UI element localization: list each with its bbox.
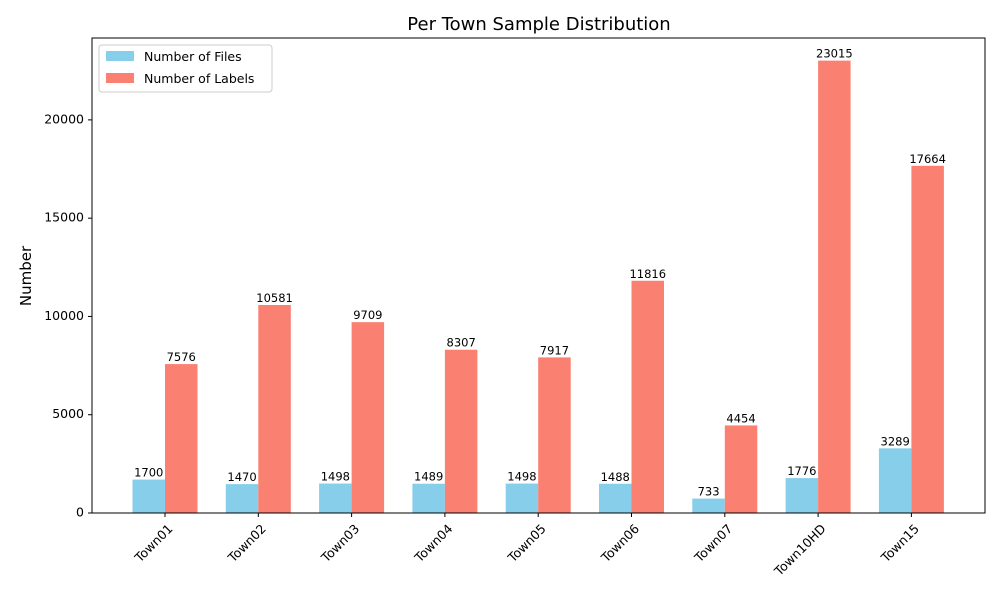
bar-files-town10hd [785, 478, 819, 513]
bar-labels-town04 [444, 349, 478, 513]
data-label-labels-town15: 17664 [909, 152, 946, 166]
legend-box [98, 44, 273, 93]
bar-files-town06 [599, 483, 632, 513]
data-label-labels-town03: 9709 [353, 308, 382, 322]
bar-labels-town02 [258, 305, 291, 513]
bar-files-town15 [878, 448, 912, 513]
y-tick-label-15000: 15000 [44, 210, 84, 225]
data-label-labels-town02: 10581 [256, 291, 293, 305]
data-label-labels-town05: 7917 [540, 343, 569, 357]
bar-labels-town06 [631, 280, 664, 513]
data-labels-group: 1700 7576 1470 10581 1498 9709 1489 8307 1498 791… [134, 47, 946, 499]
data-label-labels-town07: 4454 [726, 411, 755, 425]
x-tick-label-town02: Town02 [224, 521, 269, 566]
data-label-labels-town06: 11816 [629, 267, 666, 281]
bar-files-town01 [132, 479, 165, 513]
x-tick-label-town01: Town01 [131, 521, 176, 566]
data-label-labels-town04: 8307 [447, 336, 476, 350]
bar-labels-town03 [351, 322, 385, 513]
legend-swatch-labels [106, 73, 134, 83]
x-tick-label-town04: Town04 [411, 521, 456, 566]
plot-frame [91, 37, 986, 514]
bar-files-town02 [225, 484, 259, 513]
y-tick-label-0: 0 [76, 505, 84, 520]
y-tick-label-5000: 5000 [52, 406, 84, 421]
legend-swatch-files [106, 51, 134, 61]
data-label-labels-town01: 7576 [167, 350, 196, 364]
x-tick-label-town06: Town06 [597, 521, 642, 566]
y-axis-ticks: 0 5000 10000 15000 20000 [44, 111, 92, 520]
x-tick-label-town10hd: Town10HD [771, 521, 829, 579]
y-tick-label-10000: 10000 [44, 308, 84, 323]
bar-labels-town15 [911, 165, 944, 514]
y-axis-title: Number [17, 245, 35, 306]
x-axis-ticks: Town01 Town02 Town03 Town04 Town05 Town06 Town… [131, 513, 922, 579]
bars-group [132, 60, 944, 514]
x-tick-label-town03: Town03 [317, 521, 362, 566]
legend: Number of Files Number of Labels [98, 44, 273, 93]
data-label-files-town06: 1488 [601, 470, 630, 484]
bar-labels-town07 [724, 425, 758, 513]
y-tick-label-20000: 20000 [44, 111, 84, 126]
data-label-files-town04: 1489 [414, 470, 443, 484]
bar-labels-town01 [165, 364, 198, 513]
data-label-files-town05: 1498 [507, 470, 536, 484]
x-tick-label-town07: Town07 [691, 521, 736, 566]
x-tick-label-town15: Town15 [877, 521, 922, 566]
bar-labels-town05 [538, 357, 571, 513]
data-label-files-town15: 3289 [881, 434, 910, 448]
bar-files-town07 [692, 498, 725, 513]
data-label-files-town03: 1498 [321, 470, 350, 484]
x-tick-label-town05: Town05 [504, 521, 549, 566]
data-label-files-town07: 733 [698, 485, 720, 499]
data-label-files-town02: 1470 [227, 470, 256, 484]
bar-files-town04 [412, 483, 445, 513]
chart-title: Per Town Sample Distribution [407, 14, 670, 35]
legend-label-files: Number of Files [144, 49, 242, 64]
bar-files-town03 [319, 483, 352, 513]
bar-files-town05 [505, 483, 539, 513]
bar-labels-town10hd [818, 60, 851, 514]
data-label-files-town10hd: 1776 [787, 464, 816, 478]
legend-label-labels: Number of Labels [144, 71, 254, 86]
data-label-labels-town10hd: 23015 [816, 47, 853, 61]
data-label-files-town01: 1700 [134, 466, 163, 480]
